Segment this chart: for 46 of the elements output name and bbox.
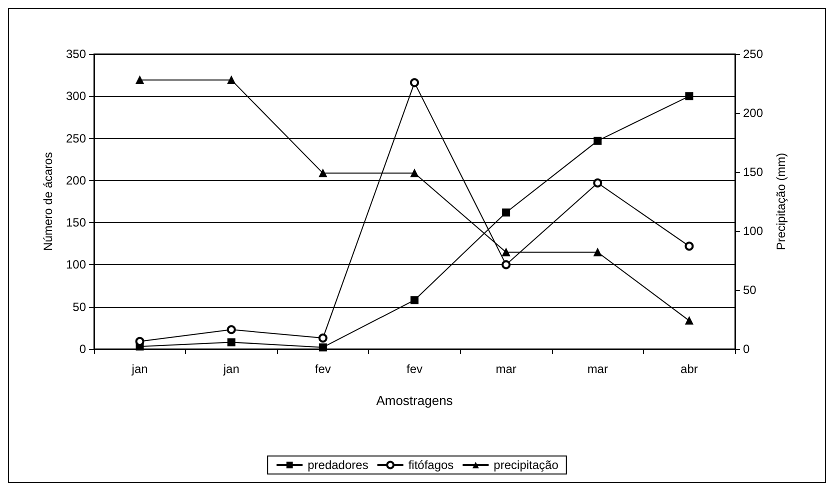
point xyxy=(410,169,418,178)
y-tick-label: 200 xyxy=(66,173,86,188)
point xyxy=(318,343,327,352)
x-tick-label: jan xyxy=(130,362,148,376)
point xyxy=(594,136,602,145)
y2-axis-title: Precipitação (mm) xyxy=(774,152,788,250)
y-tick-label: 300 xyxy=(66,89,86,104)
x-tick-label: fev xyxy=(406,362,423,376)
y2-tick-label: 0 xyxy=(743,342,750,356)
point xyxy=(410,296,418,304)
point xyxy=(136,76,144,84)
y2-tick-label: 150 xyxy=(743,165,764,179)
y-tick-label: 150 xyxy=(66,216,86,230)
legend-label: predadores xyxy=(308,458,368,472)
point xyxy=(593,178,602,188)
y-tick-label: 100 xyxy=(66,258,86,272)
point xyxy=(410,78,419,88)
y2-tick-label: 100 xyxy=(743,224,764,238)
point xyxy=(685,92,694,100)
point xyxy=(226,325,236,334)
y-axis-title: Número de ácaros xyxy=(41,152,55,251)
y2-tick-label: 250 xyxy=(743,47,764,61)
y-tick-label: 250 xyxy=(66,131,86,146)
y-tick-label: 350 xyxy=(66,47,86,61)
point xyxy=(685,316,694,325)
y2-tick-label: 200 xyxy=(743,106,764,120)
point xyxy=(227,76,236,84)
x-tick-label: fev xyxy=(314,362,331,376)
x-tick-label: mar xyxy=(587,362,608,376)
y-tick-label: 0 xyxy=(79,342,86,356)
point xyxy=(684,242,694,251)
point xyxy=(318,169,327,178)
x-tick-label: mar xyxy=(496,362,516,376)
y-tick-label: 50 xyxy=(72,300,86,314)
point xyxy=(227,338,236,346)
point xyxy=(502,208,510,216)
y2-tick-label: 50 xyxy=(743,283,757,297)
x-tick-label: jan xyxy=(222,362,240,376)
x-axis-title: Amostragens xyxy=(376,393,454,408)
point xyxy=(318,334,328,343)
point xyxy=(502,260,511,270)
point xyxy=(502,248,510,256)
legend-label: precipitação xyxy=(494,458,559,472)
point xyxy=(594,248,602,256)
legend-label: fitófagos xyxy=(408,458,454,472)
x-tick-label: abr xyxy=(680,362,698,376)
